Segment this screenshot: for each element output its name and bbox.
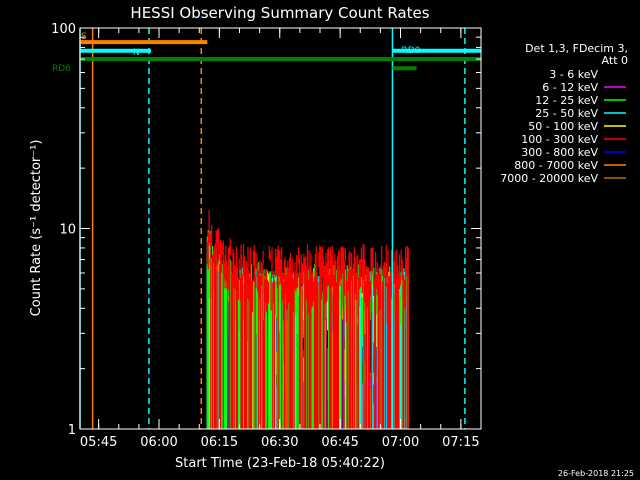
x-tick-label: 06:30 <box>261 435 298 450</box>
legend-label: 7000 - 20000 keV <box>500 172 598 185</box>
legend-label: 6 - 12 keV <box>542 81 598 94</box>
flag-label: N <box>133 48 140 58</box>
flag-label: RD6 <box>52 64 71 74</box>
legend-label: 300 - 800 keV <box>521 146 598 159</box>
y-tick-label: 100 <box>51 22 76 37</box>
legend-label: 50 - 100 keV <box>528 120 598 133</box>
y-tick-label: 10 <box>59 223 76 238</box>
y-tick-label: 1 <box>68 423 76 438</box>
chart-title: HESSI Observing Summary Count Rates <box>130 4 429 22</box>
series-100-300-kev <box>206 209 409 429</box>
legend-label: 100 - 300 keV <box>521 133 598 146</box>
legend-label: 12 - 25 keV <box>535 94 598 107</box>
x-tick-label: 05:45 <box>80 435 117 450</box>
legend-label: 3 - 6 keV <box>549 68 598 81</box>
x-tick-label: 06:00 <box>140 435 177 450</box>
x-tick-label: 06:15 <box>201 435 238 450</box>
legend-label: 25 - 50 keV <box>535 107 598 120</box>
y-axis-label: Count Rate (s⁻¹ detector⁻¹) <box>29 140 44 317</box>
footer-date: 26-Feb-2018 21:25 <box>558 469 634 478</box>
legend-label: 800 - 7000 keV <box>514 159 598 172</box>
axes-layer: 05:45 06:00 06:15 06:30 06:45 07:00 07:15 1 10 10… <box>51 22 482 450</box>
x-axis-label: Start Time (23-Feb-18 05:40:22) <box>175 456 385 471</box>
flag-label: RD0 <box>401 46 420 56</box>
plot-data-layer <box>206 209 409 429</box>
legend-header-line-1: Det 1,3, FDecim 3, <box>525 42 628 55</box>
legend-header-line-2: Att 0 <box>602 54 628 67</box>
series-trace <box>206 209 409 429</box>
x-tick-label: 07:00 <box>382 435 419 450</box>
x-tick-label: 06:45 <box>321 435 358 450</box>
x-tick-label: 07:15 <box>442 435 479 450</box>
